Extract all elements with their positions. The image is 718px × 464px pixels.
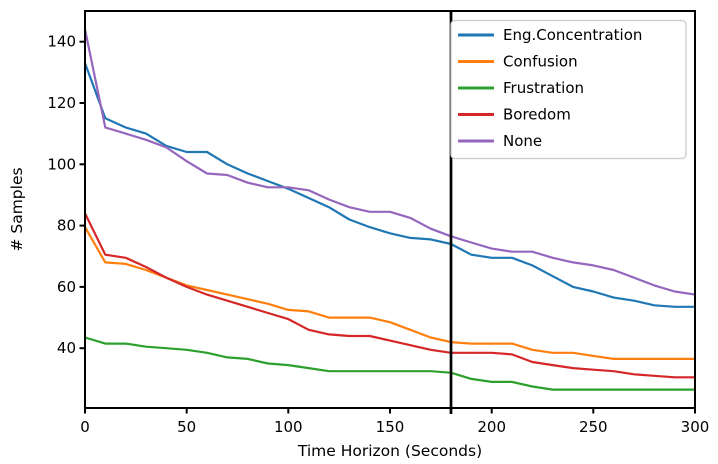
y-axis-label: # Samples [8, 167, 26, 251]
legend-box [450, 19, 687, 160]
legend-label-confusion: Confusion [503, 53, 578, 71]
x-tick-label: 100 [274, 418, 303, 436]
y-tick-label: 40 [57, 339, 76, 357]
x-tick-label: 250 [579, 418, 608, 436]
series-line-frustration [84, 336, 695, 391]
legend: Eng.Concentration Confusion Frustration Bor… [450, 19, 687, 160]
x-axis-label: Time Horizon (Seconds) [297, 442, 482, 460]
y-tick-label: 80 [57, 217, 76, 235]
y-tick-label: 120 [47, 94, 76, 112]
legend-entry-confusion: Confusion [458, 53, 578, 71]
legend-entry-boredom: Boredom [458, 106, 571, 124]
y-tick-label: 140 [47, 33, 76, 51]
legend-label-none: None [503, 132, 542, 150]
legend-entry-eng-concentration: Eng.Concentration [458, 26, 642, 44]
series-line-confusion [84, 226, 695, 360]
series-line-none [83, 29, 696, 296]
series-line-eng-concentration [83, 62, 695, 308]
x-tick-label: 200 [477, 418, 506, 436]
series-line-boredom [84, 212, 695, 379]
legend-label-boredom: Boredom [503, 106, 571, 124]
y-tick-label: 100 [47, 155, 76, 173]
legend-entry-none: None [458, 132, 542, 150]
x-tick-label: 50 [177, 418, 196, 436]
y-tick-label: 60 [57, 278, 76, 296]
x-tick-label: 150 [376, 418, 405, 436]
legend-label-eng-concentration: Eng.Concentration [503, 26, 642, 44]
legend-entry-frustration: Frustration [458, 79, 584, 97]
x-tick-label: 300 [681, 418, 710, 436]
x-tick-label: 0 [80, 418, 90, 436]
legend-label-frustration: Frustration [503, 79, 584, 97]
